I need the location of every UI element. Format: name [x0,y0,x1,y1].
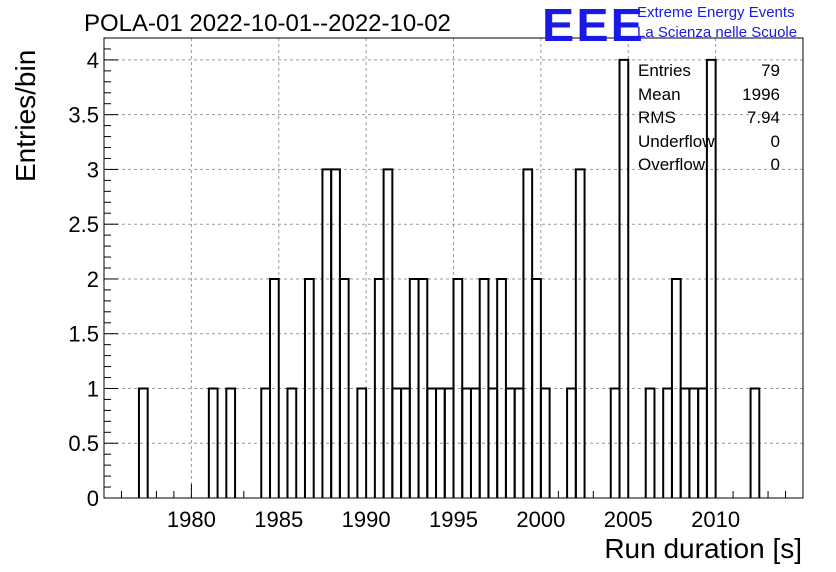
axis-ticks [104,37,787,499]
x-axis-label: Run duration [s] [604,533,802,564]
stats-row: Mean 1996 [638,83,780,107]
histogram-bin [207,387,219,498]
x-tick-label: 1990 [342,507,391,532]
y-tick-label: 1 [87,376,99,401]
x-tick-label: 1980 [167,507,216,532]
y-tick-label: 2.5 [68,212,99,237]
histogram-bin [749,387,761,498]
logo-caption: Extreme Energy Events La Scienza nelle S… [637,3,797,43]
histogram-bin [137,387,149,498]
histogram-bin [225,387,237,498]
chart-title: POLA-01 2022-10-01--2022-10-02 [84,10,451,37]
stat-label: RMS [638,108,676,127]
histogram-bin [269,277,280,498]
stats-box: Entries 79 Mean 1996 RMS 7.94 Underflow 0 Ov… [638,59,780,177]
eee-logo: EEE [542,0,645,51]
y-tick-label: 2 [87,267,99,292]
stat-value: 79 [761,61,780,80]
stats-row: Overflow 0 [638,153,780,177]
stat-label: Overflow [638,155,706,174]
histogram-bin [303,277,315,498]
y-tick-label: 1.5 [68,322,99,347]
logo-line-2: La Scienza nelle Scuole [637,24,798,41]
stats-row: RMS 7.94 [638,106,780,130]
histogram-bars [137,58,761,498]
histogram-bin [539,387,551,498]
y-tick-label: 3.5 [68,103,99,128]
logo-line-1: Extreme Energy Events [637,4,795,21]
y-tick-label: 0 [87,486,99,511]
stat-label: Mean [638,84,681,104]
y-tick-label: 0.5 [68,431,99,456]
histogram-bin [574,168,586,498]
histogram-bin [644,387,656,498]
histogram-bin [338,277,350,498]
stat-label: Entries [638,61,691,80]
stat-label: Underflow [638,131,715,151]
stats-row: Underflow 0 [638,130,780,154]
stat-value: 1996 [742,84,780,104]
stat-value: 0 [770,155,780,174]
x-tick-label: 1985 [254,507,303,532]
x-tick-label: 2010 [691,507,740,532]
stats-row: Entries 79 [638,59,780,83]
histogram-bin [382,168,394,498]
y-tick-label: 4 [87,48,99,73]
x-tick-label: 1995 [429,507,478,532]
histogram-bin [356,387,368,498]
y-axis-label: Entries/bin [10,49,41,182]
y-tick-label: 3 [87,157,99,182]
stat-value: 0 [770,131,780,151]
tick-labels: 1980 1985 1990 1995 2000 2005 2010 0 0.5 1 1.5 2 2.5… [68,48,740,532]
x-tick-label: 2005 [604,507,653,532]
histogram-bin [705,58,717,498]
histogram-bin [286,387,298,498]
histogram-bin [618,58,630,498]
stat-value: 7.94 [746,108,780,127]
x-tick-label: 2000 [516,507,565,532]
